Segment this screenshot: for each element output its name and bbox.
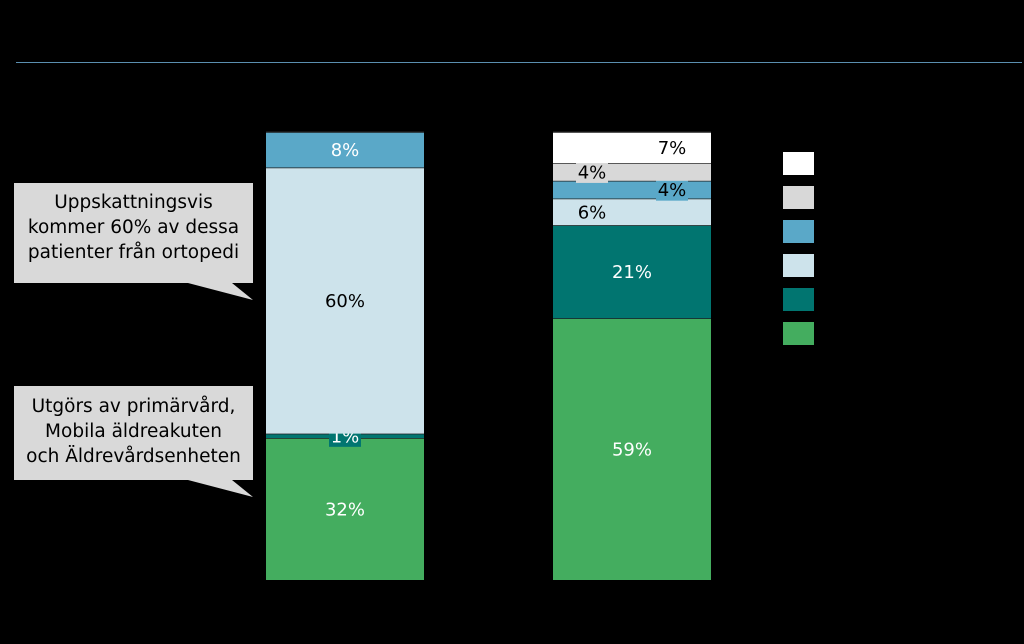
callout-ortopedi-bubble	[14, 183, 253, 300]
data-label: 4%	[658, 180, 687, 201]
data-label: 6%	[578, 202, 607, 223]
callout-ortopedi-line: Uppskattningsvis	[54, 192, 213, 213]
data-label: 32%	[325, 500, 365, 521]
data-label: 59%	[612, 440, 652, 461]
legend-swatch	[783, 322, 814, 345]
bar-segment	[553, 225, 711, 319]
legend-swatch	[783, 152, 814, 175]
bar-segment	[266, 438, 424, 580]
data-label: 60%	[325, 291, 365, 312]
callout-ortopedi-line: patienter från ortopedi	[27, 242, 240, 263]
header-rule	[16, 62, 1022, 63]
bar-segment	[266, 167, 424, 434]
bar-segment	[553, 132, 711, 164]
bar-segment	[553, 318, 711, 580]
callout-primarvard-text: Utgörs av primärvård, Mobila äldreakuten…	[14, 394, 253, 469]
data-label-box	[656, 178, 688, 201]
callout-primarvard-line: och Äldrevårdsenheten	[26, 446, 241, 467]
callout-primarvard-line: Mobila äldreakuten	[45, 421, 222, 442]
data-label: 8%	[331, 140, 360, 161]
data-label-box	[576, 160, 608, 183]
callout-primarvard-line: Utgörs av primärvård,	[31, 396, 236, 417]
data-label: 4%	[578, 162, 607, 183]
data-label: 21%	[612, 262, 652, 283]
callout-ortopedi-text: Uppskattningsvis kommer 60% av dessa pat…	[14, 190, 253, 265]
callout-ortopedi-line: kommer 60% av dessa	[27, 217, 240, 238]
legend-swatch	[783, 254, 814, 277]
legend-swatch	[783, 186, 814, 209]
legend-swatch	[783, 288, 814, 311]
bar-segment	[266, 132, 424, 168]
legend-swatch	[783, 220, 814, 243]
bar-segment	[553, 198, 711, 226]
data-label: 7%	[658, 138, 687, 159]
callout-primarvard-bubble	[14, 386, 253, 497]
